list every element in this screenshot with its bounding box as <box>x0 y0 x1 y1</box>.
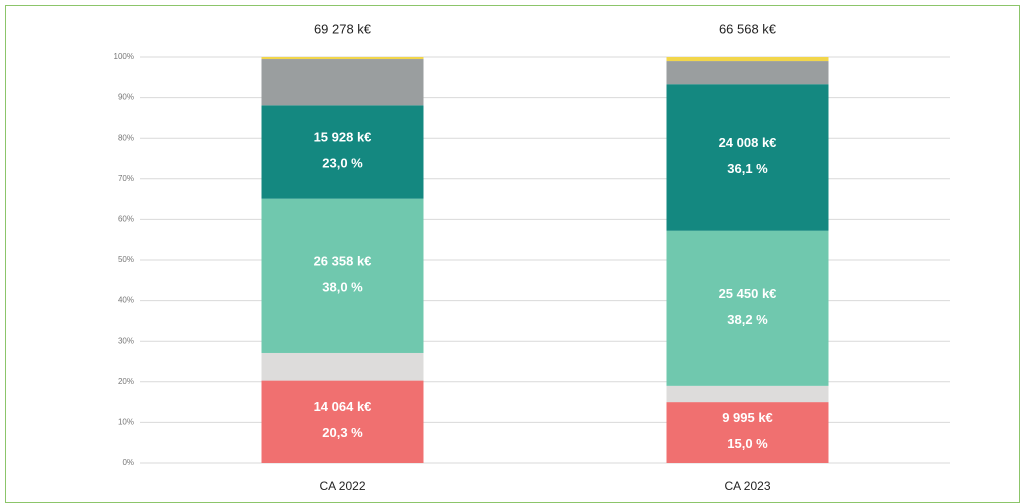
y-tick-label: 0% <box>122 458 134 467</box>
amount-label: 26 358 k€ <box>314 253 372 268</box>
bar-segment <box>261 57 424 60</box>
y-tick-label: 70% <box>118 174 134 183</box>
bar-segment <box>261 198 424 353</box>
y-tick-label: 60% <box>118 215 134 224</box>
x-tick-label: CA 2023 <box>724 479 770 493</box>
y-tick-label: 100% <box>114 52 134 61</box>
value-label: 15,0 % <box>727 436 768 451</box>
amount-label: 14 064 k€ <box>314 399 372 414</box>
bar-segment <box>666 402 829 463</box>
bar-segment <box>261 380 424 463</box>
value-label: 38,0 % <box>322 279 363 294</box>
bar-segment <box>666 230 829 386</box>
bar-segment <box>666 385 829 403</box>
bar-segment <box>666 57 829 62</box>
y-tick-label: 10% <box>118 418 134 427</box>
amount-label: 25 450 k€ <box>719 286 777 301</box>
y-tick-label: 20% <box>118 377 134 386</box>
y-tick-label: 30% <box>118 336 134 345</box>
total-label: 69 278 k€ <box>314 21 372 36</box>
y-tick-label: 40% <box>118 296 134 305</box>
y-tick-label: 90% <box>118 93 134 102</box>
y-tick-label: 50% <box>118 255 134 264</box>
frame <box>5 5 1020 503</box>
amount-label: 9 995 k€ <box>722 410 773 425</box>
x-tick-label: CA 2022 <box>319 479 365 493</box>
value-label: 23,0 % <box>322 155 363 170</box>
value-label: 36,1 % <box>727 161 768 176</box>
bar-segment <box>261 105 424 199</box>
amount-label: 15 928 k€ <box>314 129 372 144</box>
bar-segment <box>666 61 829 85</box>
bar-segment <box>261 352 424 381</box>
value-label: 38,2 % <box>727 312 768 327</box>
bar-segment <box>666 84 829 231</box>
y-tick-label: 80% <box>118 133 134 142</box>
amount-label: 24 008 k€ <box>719 135 777 150</box>
bar-segment <box>261 59 424 106</box>
total-label: 66 568 k€ <box>719 21 777 36</box>
value-label: 20,3 % <box>322 425 363 440</box>
